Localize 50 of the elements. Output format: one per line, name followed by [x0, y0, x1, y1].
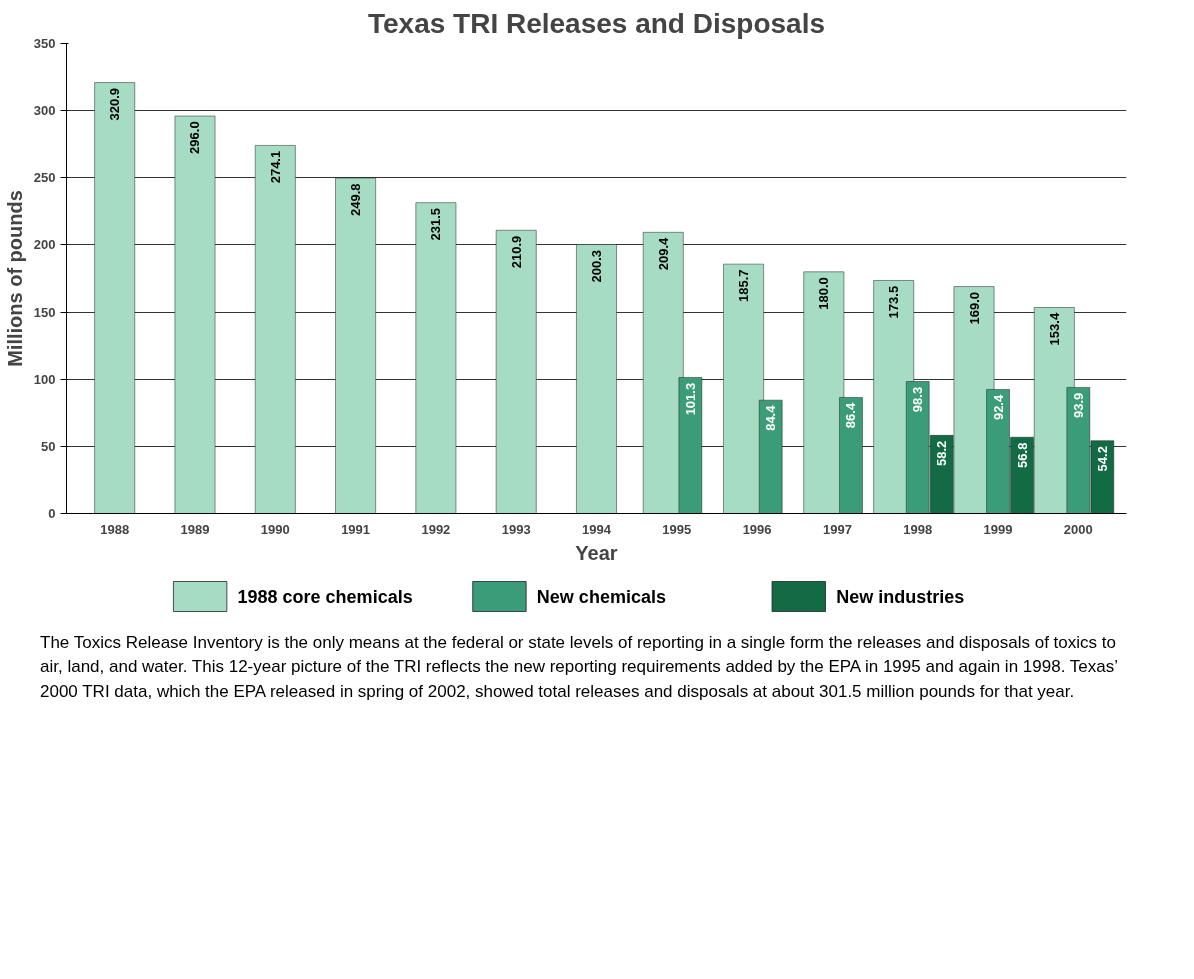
y-tick-label: 50 — [41, 438, 56, 454]
x-tick-label: 1990 — [260, 521, 290, 537]
text: The Toxics Release Inventory is the only means at the federal or state levels of reporting in a single form the releases and disposals of toxics to air, land, and water. This 12-year picture of the TRI reflects the new reporting requirements added by the EPA in 1995 and again in 1998. Texas’ 2000 TRI data, which the EPA released in spring of 2002, showed total releases and disposals at about 301.5 million pounds for that year. — [40, 632, 1119, 703]
data-label: 249.8 — [348, 183, 364, 216]
data-label: 58.2 — [934, 440, 950, 467]
data-label: 320.9 — [107, 87, 123, 121]
data-label: 101.3 — [682, 382, 698, 416]
x-tick-label: 1997 — [822, 521, 852, 537]
data-label: 210.9 — [508, 235, 524, 269]
data-label: 84.4 — [763, 404, 779, 431]
x-tick-label: 1992 — [421, 521, 451, 537]
data-label: 209.4 — [655, 236, 671, 271]
y-tick-label: 200 — [33, 237, 56, 253]
data-label: 92.4 — [990, 394, 1006, 421]
data-label: 296.0 — [187, 121, 203, 154]
data-label: 93.9 — [1070, 392, 1086, 419]
y-tick-label: 300 — [33, 103, 56, 119]
legend-label: 1988 core chemicals — [237, 586, 413, 607]
y-tick-label: 100 — [33, 371, 56, 387]
x-axis-title: Year — [575, 541, 618, 564]
data-label: 200.3 — [589, 249, 604, 283]
y-tick-label: 250 — [33, 170, 56, 186]
legend-label: New industries — [836, 586, 965, 607]
x-tick-label: 1998 — [903, 521, 933, 537]
data-label: 180.0 — [816, 277, 832, 310]
y-tick-label: 0 — [48, 506, 56, 521]
data-label: 169.0 — [966, 291, 982, 325]
data-label: 98.3 — [910, 386, 926, 413]
x-tick-label: 2000 — [1063, 521, 1093, 537]
data-label: 54.2 — [1094, 446, 1110, 472]
data-label: 56.8 — [1014, 442, 1030, 468]
data-label: 185.7 — [736, 269, 752, 303]
x-tick-label: 1991 — [341, 521, 371, 537]
x-tick-label: 1988 — [100, 521, 130, 537]
x-tick-label: 1995 — [662, 521, 692, 537]
y-tick-label: 350 — [33, 36, 56, 51]
data-label: 274.1 — [267, 150, 283, 184]
x-tick-label: 1993 — [501, 521, 531, 537]
data-label: 153.4 — [1046, 312, 1062, 346]
y-tick-label: 150 — [33, 304, 56, 320]
x-tick-label: 1999 — [983, 521, 1013, 537]
chart-title: Texas TRI Releases and Disposals — [367, 7, 826, 39]
legend-label: New chemicals — [536, 586, 666, 607]
x-tick-label: 1989 — [180, 521, 210, 537]
data-label: 231.5 — [428, 207, 444, 241]
y-axis-title: Millions of pounds — [3, 190, 26, 367]
data-label: 86.4 — [843, 402, 859, 429]
x-tick-label: 1996 — [742, 521, 772, 537]
x-tick-label: 1994 — [582, 521, 612, 537]
data-label: 173.5 — [886, 285, 902, 319]
